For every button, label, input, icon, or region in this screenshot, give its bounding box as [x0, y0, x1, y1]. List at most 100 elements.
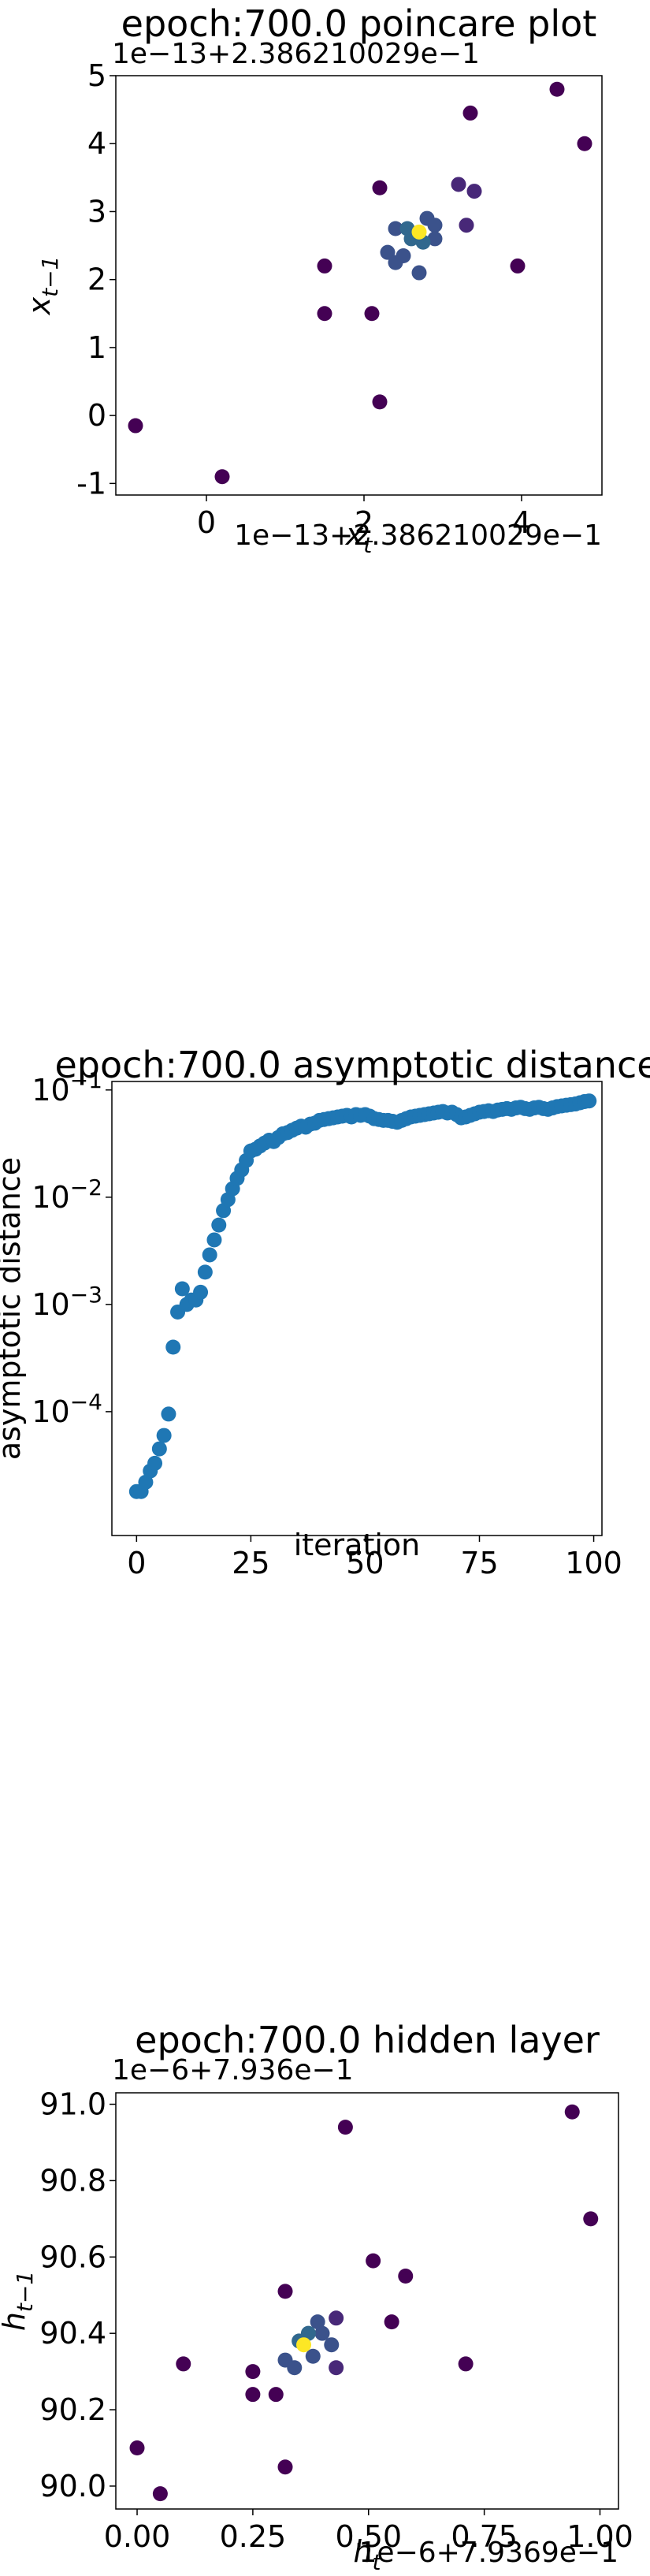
- point: [176, 2356, 191, 2372]
- chart-title: epoch:700.0 poincare plot: [121, 2, 597, 45]
- x-tick-label: 100: [565, 1546, 622, 1580]
- point: [458, 2356, 474, 2372]
- y-tick-label: 90.0: [39, 2469, 106, 2503]
- point: [427, 231, 443, 247]
- point: [366, 2253, 381, 2269]
- y-tick-label: 90.8: [39, 2163, 106, 2198]
- point: [147, 1455, 163, 1471]
- point: [317, 258, 332, 274]
- point: [388, 221, 403, 236]
- x-tick-label: 4: [512, 505, 531, 540]
- point: [296, 2337, 312, 2353]
- y-tick-label: 1: [87, 330, 106, 365]
- x-axis-label: xt: [345, 517, 373, 558]
- x-offset-text: 1e−13+2.386210029e−1: [234, 519, 602, 552]
- point: [398, 2269, 414, 2284]
- point: [214, 469, 230, 485]
- point: [245, 2387, 261, 2403]
- tick-exponent: −2: [70, 1174, 102, 1201]
- y-axis-label: xt−1: [22, 256, 63, 316]
- y-tick-label: 0: [87, 398, 106, 433]
- y-tick-label: 91.0: [39, 2087, 106, 2122]
- label-subscript: t−1: [37, 256, 63, 297]
- label-subscript: t: [363, 532, 373, 558]
- point: [245, 2364, 261, 2380]
- point: [459, 218, 474, 233]
- x-tick-label: 2: [355, 505, 373, 540]
- point: [277, 2284, 293, 2299]
- y-tick-label: 2: [87, 262, 106, 297]
- y-tick-label: 10−1: [32, 1067, 102, 1107]
- point: [197, 1264, 213, 1280]
- point: [138, 1474, 154, 1490]
- point: [277, 2459, 293, 2475]
- point: [128, 418, 143, 434]
- point: [300, 2325, 316, 2341]
- y-axis-label: asymptotic distance: [0, 1157, 27, 1460]
- y-tick-label: 90.2: [39, 2392, 106, 2427]
- y-tick-label: 10−2: [32, 1174, 102, 1215]
- point: [384, 2314, 399, 2330]
- point: [581, 1093, 597, 1109]
- plot-frame: [111, 1081, 603, 1536]
- y-offset-text: 1e−13+2.386210029e−1: [112, 38, 480, 70]
- tick-base: 10: [32, 1073, 69, 1107]
- x-axis-label: ht: [353, 2534, 381, 2575]
- x-tick-label: 50: [346, 1546, 384, 1580]
- point: [364, 306, 380, 322]
- point: [329, 2360, 344, 2376]
- label-text: h: [0, 2312, 32, 2331]
- point: [305, 2348, 321, 2364]
- point: [462, 105, 478, 121]
- point: [510, 258, 526, 274]
- point: [165, 1339, 181, 1355]
- tick-exponent: −1: [70, 1067, 102, 1093]
- x-tick-label: 25: [232, 1546, 269, 1580]
- x-tick-label: 0.25: [220, 2519, 287, 2554]
- point: [329, 2310, 344, 2326]
- label-subscript: t−1: [12, 2271, 38, 2312]
- y-tick-label: 90.4: [39, 2316, 106, 2351]
- tick-exponent: −4: [70, 1389, 102, 1415]
- point: [206, 1232, 222, 1248]
- point: [156, 1428, 172, 1443]
- point: [411, 224, 427, 240]
- label-text: x: [22, 296, 57, 315]
- tick-base: 10: [32, 1180, 69, 1215]
- point: [317, 306, 332, 322]
- point: [287, 2360, 303, 2376]
- point: [396, 248, 411, 263]
- point: [372, 394, 388, 410]
- plot-frame: [115, 2092, 619, 2510]
- tick-base: 10: [32, 1394, 69, 1429]
- point: [549, 81, 565, 97]
- point: [380, 244, 396, 260]
- point: [202, 1247, 217, 1263]
- point: [151, 1441, 167, 1457]
- point: [577, 136, 592, 151]
- y-tick-label: 10−3: [32, 1282, 102, 1322]
- point: [310, 2314, 325, 2330]
- x-tick-label: 75: [460, 1546, 498, 1580]
- point: [564, 2104, 580, 2120]
- x-offset-text: 1e−6+7.9369e−1: [359, 2537, 618, 2569]
- point: [372, 180, 388, 195]
- label-text: iteration: [294, 1528, 421, 1562]
- point: [268, 2387, 284, 2403]
- y-tick-label: 10−4: [32, 1389, 102, 1429]
- y-axis-label: ht−1: [0, 2271, 38, 2331]
- tick-base: 10: [32, 1287, 69, 1322]
- x-tick-label: 0: [197, 505, 216, 540]
- point: [314, 2325, 330, 2341]
- label-subscript: t: [373, 2549, 382, 2575]
- chart-title: epoch:700.0 hidden layer: [135, 2019, 600, 2061]
- point: [337, 2120, 353, 2135]
- point: [583, 2211, 599, 2227]
- y-tick-label: 3: [87, 194, 106, 229]
- tick-exponent: −3: [70, 1282, 102, 1308]
- y-tick-label: 4: [87, 126, 106, 161]
- point: [399, 221, 415, 236]
- label-text: x: [345, 517, 364, 552]
- y-tick-label: -1: [76, 466, 106, 501]
